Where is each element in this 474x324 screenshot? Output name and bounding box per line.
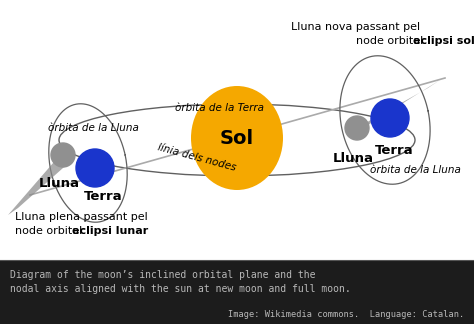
Text: Terra: Terra <box>374 144 413 157</box>
Circle shape <box>345 116 369 140</box>
Text: òrbita de la Lluna: òrbita de la Lluna <box>48 123 139 133</box>
Text: òrbita de la Terra: òrbita de la Terra <box>175 103 264 113</box>
Text: Terra: Terra <box>84 190 122 203</box>
Polygon shape <box>353 80 440 130</box>
Text: Lluna plena passant pel: Lluna plena passant pel <box>15 212 148 222</box>
Text: òrbita de la Lluna: òrbita de la Lluna <box>370 165 460 175</box>
Circle shape <box>51 143 75 167</box>
Polygon shape <box>8 155 72 215</box>
Text: eclipsi solar: eclipsi solar <box>413 36 474 46</box>
Text: eclipsi lunar: eclipsi lunar <box>73 226 149 236</box>
Ellipse shape <box>191 86 283 190</box>
Text: Lluna: Lluna <box>38 177 80 190</box>
Circle shape <box>76 149 114 187</box>
Text: node orbital:: node orbital: <box>356 36 430 46</box>
Text: línia dels nodes: línia dels nodes <box>157 143 237 173</box>
Text: Lluna nova passant pel: Lluna nova passant pel <box>292 22 420 32</box>
Text: nodal axis aligned with the sun at new moon and full moon.: nodal axis aligned with the sun at new m… <box>10 284 351 294</box>
Text: Diagram of the moon’s inclined orbital plane and the: Diagram of the moon’s inclined orbital p… <box>10 270 316 280</box>
Text: Sol: Sol <box>220 129 254 147</box>
Circle shape <box>371 99 409 137</box>
Text: node orbital:: node orbital: <box>15 226 90 236</box>
Text: Image: Wikimedia commons.  Language: Catalan.: Image: Wikimedia commons. Language: Cata… <box>228 310 464 319</box>
Text: Lluna: Lluna <box>332 152 374 165</box>
Bar <box>0 260 474 324</box>
